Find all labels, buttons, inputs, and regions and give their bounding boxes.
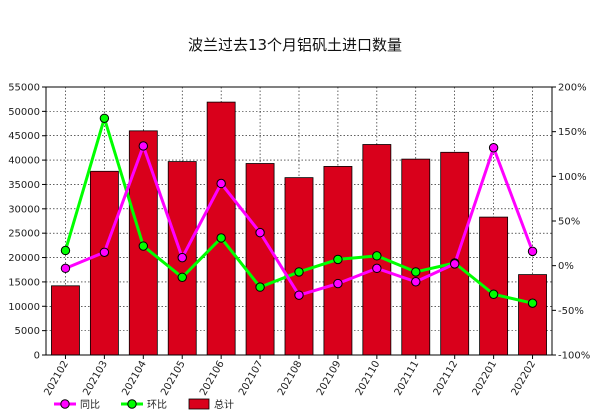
point-环比-202105 xyxy=(177,272,187,282)
left-tick-label: 10000 xyxy=(8,302,40,313)
left-tick-label: 40000 xyxy=(8,156,40,167)
point-同比-202201 xyxy=(488,143,499,153)
point-环比-202102 xyxy=(60,245,71,256)
bar-202106 xyxy=(206,101,236,356)
bar-202201 xyxy=(479,216,509,356)
point-环比-202111 xyxy=(411,267,421,277)
legend-swatch-marker xyxy=(127,399,137,409)
right-axis: -100% -50% 0% 50% 100% 150% 200% xyxy=(552,83,590,362)
bar-202108 xyxy=(284,177,314,356)
point-环比-202110 xyxy=(372,251,382,261)
bar-202111 xyxy=(401,158,431,356)
point-环比-202107 xyxy=(255,282,265,292)
right-tick-label: -100% xyxy=(558,351,590,362)
x-tick-label: 202201 xyxy=(471,359,500,398)
legend-label: 同比 xyxy=(80,399,100,411)
line-series xyxy=(60,113,538,308)
point-同比-202109 xyxy=(333,278,343,289)
bar-202103 xyxy=(89,170,119,356)
point-同比-202112 xyxy=(449,259,460,269)
x-tick-label: 202108 xyxy=(276,359,305,398)
legend-swatch-marker xyxy=(60,399,70,409)
point-环比-202201 xyxy=(488,289,499,299)
x-tick-label: 202102 xyxy=(42,359,71,398)
x-axis: 202102 202103 202104 202105 202106 202107 2021… xyxy=(42,355,538,398)
legend-label: 环比 xyxy=(147,399,167,411)
left-tick-label: 50000 xyxy=(8,107,40,118)
right-tick-label: 150% xyxy=(558,127,587,138)
left-tick-label: 45000 xyxy=(8,131,40,142)
point-同比-202107 xyxy=(255,227,265,238)
point-同比-202202 xyxy=(527,246,538,257)
bar-202102 xyxy=(51,285,80,356)
x-tick-label: 202111 xyxy=(393,359,422,398)
left-tick-label: 35000 xyxy=(8,180,40,191)
left-tick-label: 30000 xyxy=(8,204,40,215)
point-环比-202104 xyxy=(138,241,149,251)
point-环比-202202 xyxy=(527,298,538,308)
x-tick-label: 202107 xyxy=(237,359,266,398)
right-tick-label: 100% xyxy=(558,172,587,183)
x-tick-label: 202109 xyxy=(315,359,344,398)
point-同比-202108 xyxy=(294,290,304,300)
x-tick-label: 202112 xyxy=(432,359,461,398)
point-同比-202102 xyxy=(60,263,71,274)
left-tick-label: 55000 xyxy=(8,83,40,94)
point-同比-202105 xyxy=(177,252,187,263)
x-tick-label: 202110 xyxy=(354,359,383,398)
point-环比-202106 xyxy=(216,233,226,243)
bar-202107 xyxy=(245,163,275,356)
point-同比-202106 xyxy=(216,178,226,189)
point-同比-202103 xyxy=(99,247,110,257)
point-同比-202104 xyxy=(138,141,149,151)
left-axis: 0 5000 10000 15000 20000 25000 30000 35000 40000… xyxy=(8,83,46,362)
right-tick-label: 50% xyxy=(558,217,580,228)
bar-202112 xyxy=(440,151,470,356)
left-tick-label: 25000 xyxy=(8,229,40,240)
point-环比-202103 xyxy=(99,113,110,123)
right-tick-label: 200% xyxy=(558,83,587,94)
right-tick-label: -50% xyxy=(558,306,584,317)
left-tick-label: 0 xyxy=(34,351,40,362)
x-tick-label: 202103 xyxy=(81,359,110,398)
legend-swatch-bar xyxy=(188,398,210,410)
x-tick-label: 202202 xyxy=(510,359,539,398)
point-同比-202111 xyxy=(411,277,421,287)
chart-title: 波兰过去13个月铝矾土进口数量 xyxy=(188,36,402,54)
left-tick-label: 5000 xyxy=(15,326,40,337)
x-tick-label: 202105 xyxy=(159,359,188,398)
right-tick-label: 0% xyxy=(558,261,574,272)
left-tick-label: 15000 xyxy=(8,277,40,288)
x-tick-label: 202106 xyxy=(198,359,227,398)
point-环比-202109 xyxy=(333,254,343,265)
legend-label: 总计 xyxy=(214,398,234,411)
legend: 同比 环比 总计 xyxy=(54,398,234,411)
x-tick-label: 202104 xyxy=(120,359,149,398)
bar-202202 xyxy=(518,274,547,356)
bar-202110 xyxy=(362,144,392,356)
point-同比-202110 xyxy=(372,263,382,274)
point-环比-202108 xyxy=(294,267,304,277)
left-tick-label: 20000 xyxy=(8,253,40,264)
